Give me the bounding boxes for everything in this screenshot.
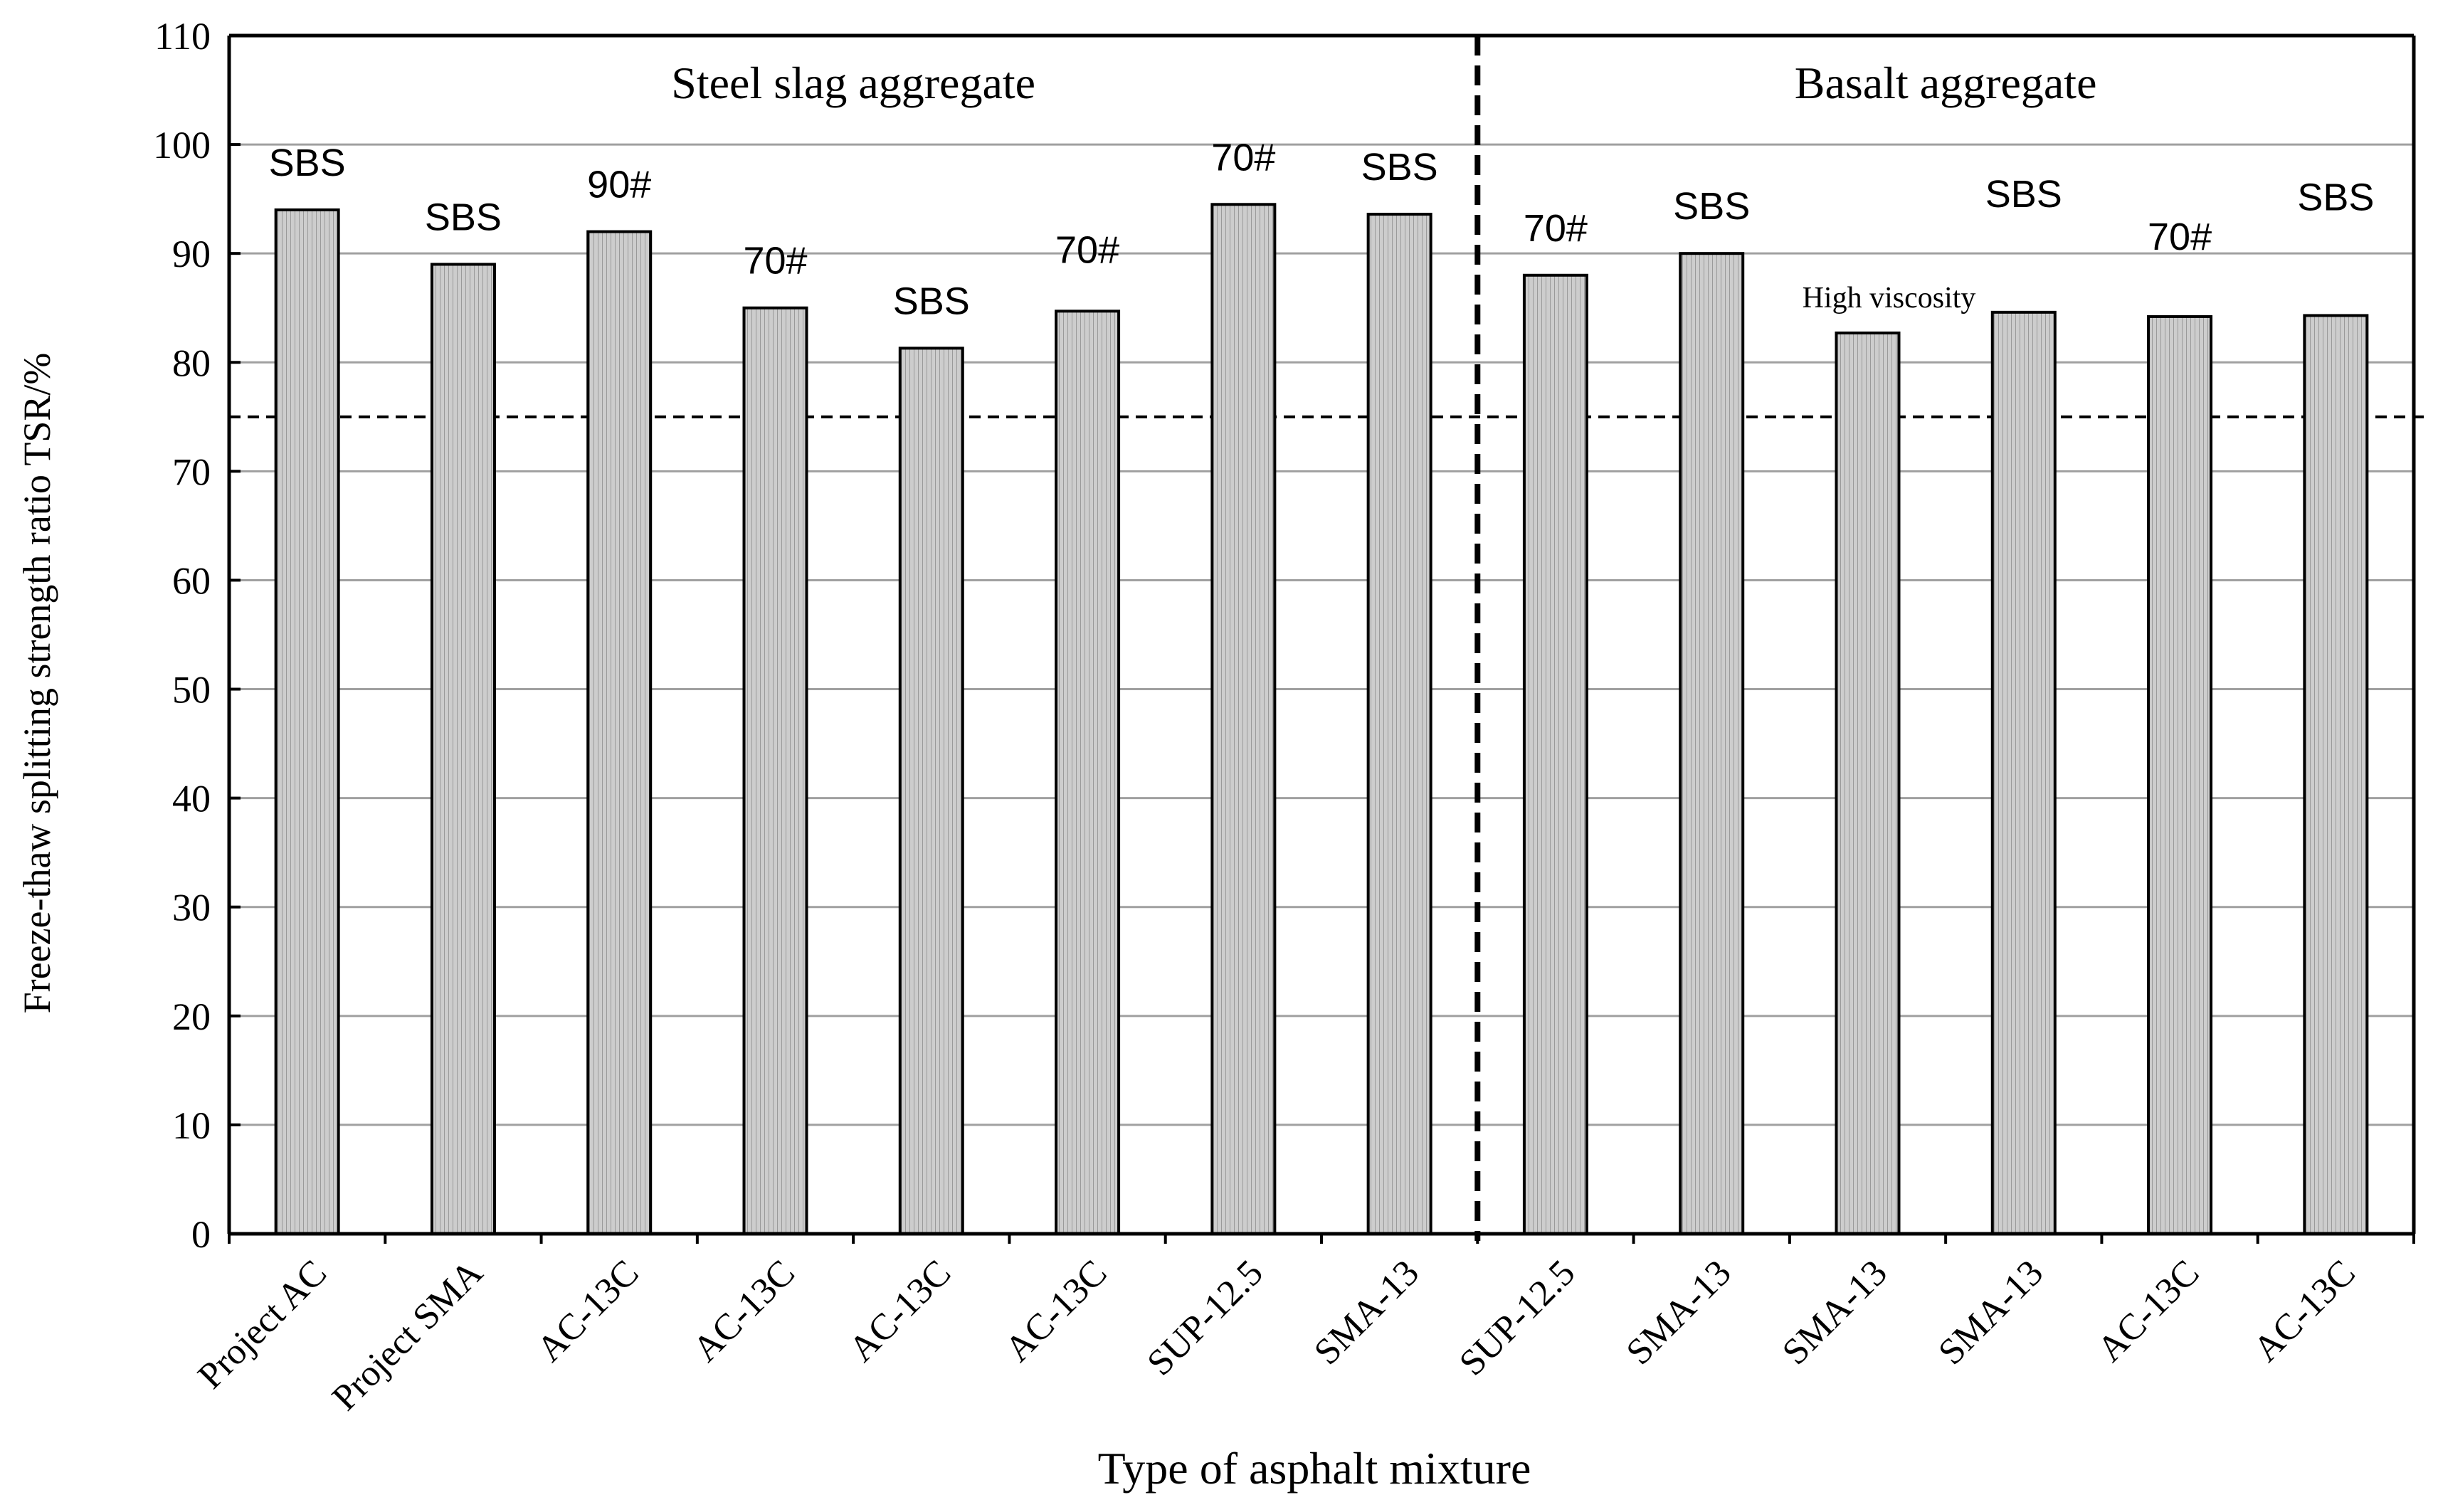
bar [430,263,496,1235]
bar [1990,310,2057,1235]
y-tick-label: 100 [153,124,211,166]
bar [1522,273,1588,1235]
group-title: Steel slag aggregate [671,58,1035,108]
y-tick-label: 70 [172,450,211,493]
bar [586,230,653,1236]
bar [2303,314,2369,1236]
bar-label: 70# [1211,136,1275,179]
y-tick-label: 20 [172,995,211,1038]
bar [1055,310,1121,1236]
bar [1210,203,1277,1236]
bar-label: SBS [1673,185,1750,228]
x-tick-label: SMA-13 [1307,1252,1427,1373]
bar [1366,213,1432,1235]
y-tick-label: 60 [172,559,211,602]
bar-label: High viscosity [1803,282,1976,314]
bar-label: 70# [743,240,807,282]
bar [1835,331,1901,1235]
x-tick-label: SUP-12.5 [1139,1252,1270,1383]
reference-line-group [229,36,2427,1241]
x-tick-label: Project AC [190,1252,334,1397]
bar [2147,314,2213,1236]
x-tick-label: AC-13C [2090,1252,2207,1370]
bar-label: SBS [2297,176,2374,218]
bar-label: SBS [269,142,346,184]
group-title: Basalt aggregate [1795,58,2097,108]
x-tick-label: AC-13C [2246,1252,2363,1370]
x-tick-label: SMA-13 [1775,1252,1895,1373]
y-tick-label: 30 [172,887,211,929]
x-tick-label: AC-13C [998,1252,1115,1370]
bar [742,306,808,1235]
y-tick-label: 50 [172,669,211,712]
bar-label: SBS [425,196,502,238]
bar [898,347,964,1236]
x-tick-label: AC-13C [529,1252,647,1370]
x-tick-label: Project SMA [324,1252,491,1419]
bar-label: 70# [1524,207,1588,250]
x-tick-label: AC-13C [685,1252,803,1370]
bar-label: 70# [1055,228,1119,271]
bar-label: SBS [1361,146,1438,189]
x-tick-label: AC-13C [841,1252,959,1370]
bar-label: SBS [1985,173,2062,216]
y-tick-label: 80 [172,342,211,384]
bar-label: 90# [587,164,651,206]
labels: Freeze-thaw splitting strength ratio TSR… [16,58,2374,1494]
y-tick-label: 40 [172,778,211,820]
x-axis-title: Type of asphalt mixture [1098,1443,1531,1494]
gridlines [229,143,2414,1126]
y-tick-label: 10 [172,1104,211,1147]
bar [274,208,340,1236]
x-tick-label: SMA-13 [1619,1252,1739,1373]
y-tick-label: 90 [172,233,211,275]
bars [274,203,2369,1236]
x-tick-label: SMA-13 [1931,1252,2051,1373]
bar [1679,252,1745,1236]
y-tick-label: 110 [154,15,211,58]
x-tick-label: SUP-12.5 [1452,1252,1583,1383]
y-tick-label: 0 [191,1213,211,1256]
bar-label: SBS [893,280,970,322]
bar-label: 70# [2148,216,2212,258]
y-axis-title: Freeze-thaw splitting strength ratio TSR… [16,353,58,1014]
